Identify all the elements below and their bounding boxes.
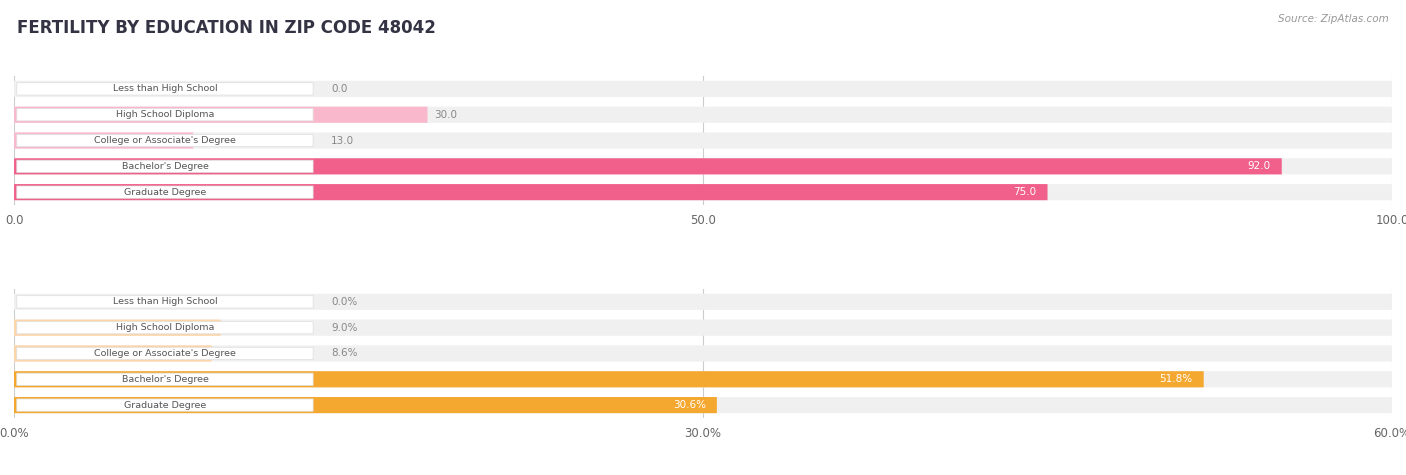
FancyBboxPatch shape [14,371,1204,387]
Text: 30.6%: 30.6% [672,400,706,410]
Text: Bachelor's Degree: Bachelor's Degree [121,162,208,171]
Text: College or Associate's Degree: College or Associate's Degree [94,349,236,358]
FancyBboxPatch shape [14,133,1392,149]
FancyBboxPatch shape [14,345,1392,361]
FancyBboxPatch shape [14,158,1282,174]
Text: 92.0: 92.0 [1247,162,1271,171]
Text: 9.0%: 9.0% [330,323,357,332]
FancyBboxPatch shape [17,347,314,360]
FancyBboxPatch shape [14,294,1392,310]
Text: 0.0%: 0.0% [330,297,357,307]
FancyBboxPatch shape [14,371,1392,387]
FancyBboxPatch shape [14,184,1392,200]
FancyBboxPatch shape [14,320,221,336]
Text: 0.0: 0.0 [330,84,347,94]
FancyBboxPatch shape [14,397,1392,413]
Text: Graduate Degree: Graduate Degree [124,188,207,197]
FancyBboxPatch shape [14,320,1392,336]
Text: Source: ZipAtlas.com: Source: ZipAtlas.com [1278,14,1389,24]
FancyBboxPatch shape [17,399,314,411]
Text: FERTILITY BY EDUCATION IN ZIP CODE 48042: FERTILITY BY EDUCATION IN ZIP CODE 48042 [17,19,436,37]
FancyBboxPatch shape [17,373,314,385]
Text: High School Diploma: High School Diploma [115,323,214,332]
FancyBboxPatch shape [17,160,314,172]
FancyBboxPatch shape [14,158,1392,174]
FancyBboxPatch shape [14,107,427,123]
Text: Less than High School: Less than High School [112,85,218,94]
FancyBboxPatch shape [17,186,314,198]
Text: 8.6%: 8.6% [330,349,357,359]
FancyBboxPatch shape [14,184,1047,200]
Text: Less than High School: Less than High School [112,297,218,306]
FancyBboxPatch shape [14,81,1392,97]
Text: College or Associate's Degree: College or Associate's Degree [94,136,236,145]
FancyBboxPatch shape [14,345,212,361]
FancyBboxPatch shape [14,397,717,413]
Text: Bachelor's Degree: Bachelor's Degree [121,375,208,384]
FancyBboxPatch shape [17,109,314,121]
FancyBboxPatch shape [17,83,314,95]
Text: 30.0: 30.0 [434,110,457,120]
Text: 75.0: 75.0 [1014,187,1036,197]
FancyBboxPatch shape [17,134,314,147]
Text: High School Diploma: High School Diploma [115,110,214,119]
FancyBboxPatch shape [17,296,314,308]
Text: 13.0: 13.0 [330,135,354,145]
FancyBboxPatch shape [14,107,1392,123]
FancyBboxPatch shape [14,133,193,149]
Text: Graduate Degree: Graduate Degree [124,400,207,409]
FancyBboxPatch shape [17,322,314,334]
Text: 51.8%: 51.8% [1160,374,1192,384]
